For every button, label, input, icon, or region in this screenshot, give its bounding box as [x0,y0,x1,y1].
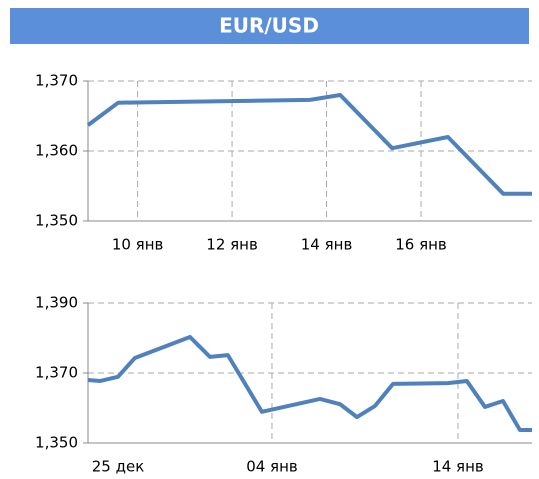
y-tick-label: 1,350 [35,212,78,230]
y-tick-label: 1,370 [35,72,78,90]
x-tick-label: 04 янв [246,458,298,476]
y-tick-label: 1,370 [35,364,78,382]
x-tick-label: 14 янв [301,236,353,254]
y-tick-label: 1,390 [35,294,78,312]
line [86,93,532,196]
x-tick-label: 14 янв [432,458,484,476]
title-bar [10,8,529,44]
x-tick-label: 25 дек [92,458,145,476]
y-tick-label: 1,350 [35,434,78,452]
x-tick-label: 12 янв [206,236,258,254]
x-tick-label: 16 янв [395,236,447,254]
y-tick-label: 1,360 [35,142,78,160]
x-tick-label: 10 янв [112,236,164,254]
title: EUR/USD [219,14,319,38]
line [87,334,532,433]
